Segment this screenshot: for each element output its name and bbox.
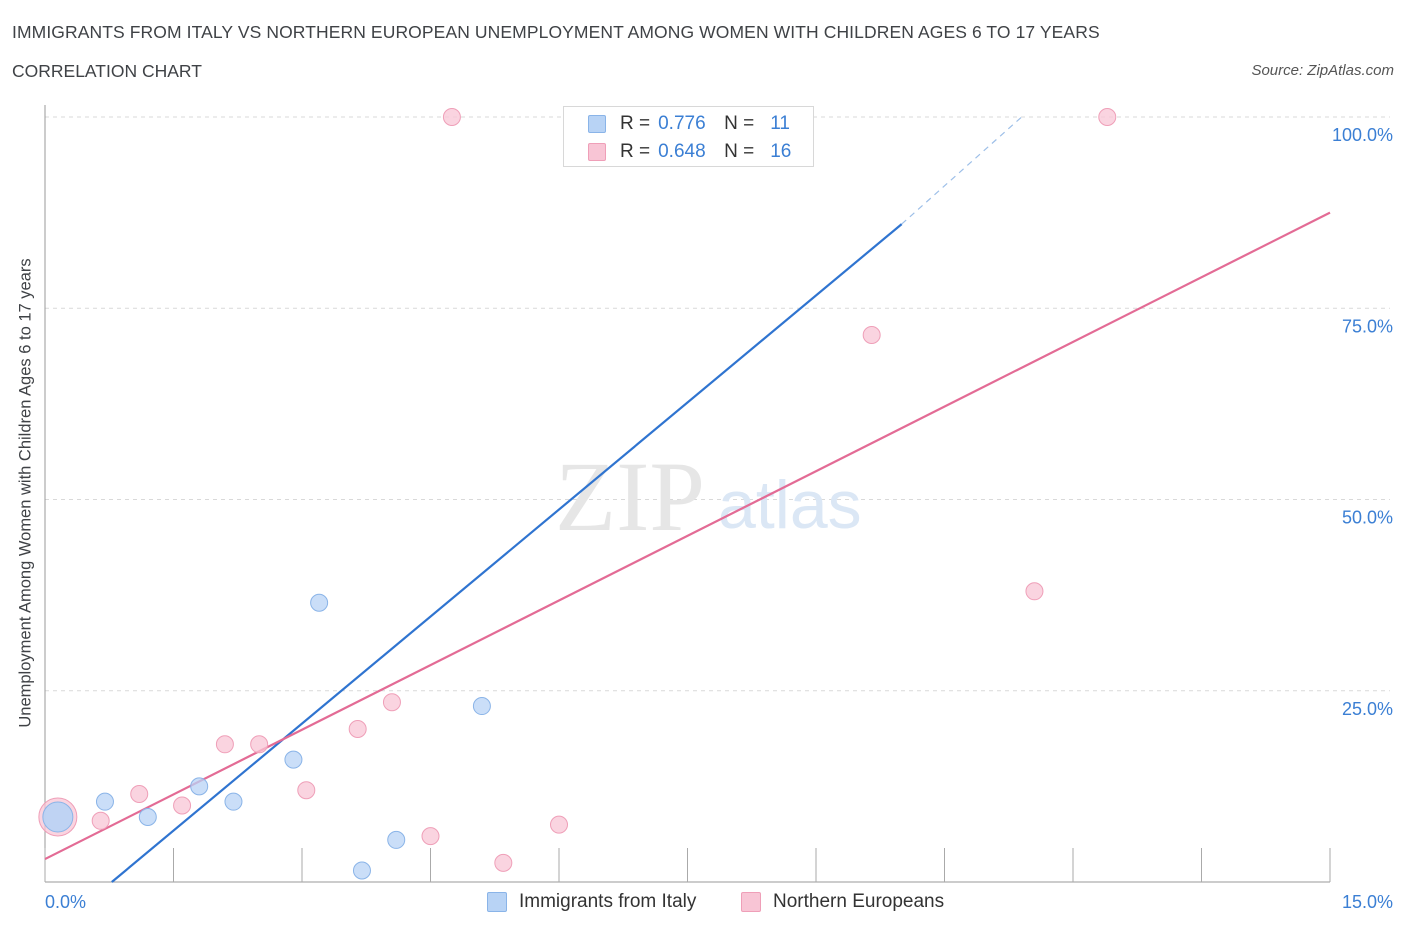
northern-point-15 xyxy=(1098,108,1117,126)
italy-point-3 xyxy=(190,777,209,796)
source-credit: Source: ZipAtlas.com xyxy=(1251,62,1394,79)
northern-point-3 xyxy=(173,796,192,815)
northern-point-12 xyxy=(550,815,568,834)
northern-point-9 xyxy=(421,827,440,846)
italy-point-5 xyxy=(284,750,303,769)
watermark: ZIP atlas xyxy=(555,441,862,552)
italy-trend-line xyxy=(111,223,903,883)
y-tick-label-100: 100.0% xyxy=(1332,125,1393,145)
northern-point-10 xyxy=(442,108,461,126)
northern-legend-swatch xyxy=(741,892,761,912)
n-label: N = xyxy=(724,141,755,162)
italy-point-7 xyxy=(352,861,371,880)
italy-point-6 xyxy=(310,593,329,612)
northern-point-5 xyxy=(250,735,269,754)
italy-point-1 xyxy=(95,792,114,811)
stats-row-northern: R = 0.648 N = 16 xyxy=(588,140,791,164)
watermark-zip: ZIP xyxy=(555,441,705,552)
x-tick-label-min: 0.0% xyxy=(45,892,86,912)
northern-legend-label: Northern Europeans xyxy=(773,891,945,912)
italy-legend-label: Immigrants from Italy xyxy=(519,891,697,912)
stats-row-italy: R = 0.776 N = 11 xyxy=(588,112,790,136)
northern-point-13 xyxy=(862,326,881,345)
italy-swatch xyxy=(588,115,606,133)
italy-point-0 xyxy=(42,801,74,833)
chart-title: IMMIGRANTS FROM ITALY VS NORTHERN EUROPE… xyxy=(12,22,1100,42)
northern-n-value: 16 xyxy=(770,141,792,162)
x-tick-label-max: 15.0% xyxy=(1342,892,1393,912)
italy-point-4 xyxy=(224,792,243,811)
italy-r-value: 0.776 xyxy=(658,113,706,134)
italy-trend-extension xyxy=(901,116,1022,225)
n-label: N = xyxy=(724,113,755,134)
legend-item-northern[interactable]: Northern Europeans xyxy=(741,889,944,915)
tick-labels: 25.0% 50.0% 75.0% 100.0% 0.0% 15.0% xyxy=(45,125,1393,912)
italy-n-value: 11 xyxy=(770,113,790,134)
italy-point-8 xyxy=(387,830,406,849)
italy-point-9 xyxy=(472,697,491,716)
northern-point-8 xyxy=(382,693,401,712)
italy-point-2 xyxy=(138,807,157,826)
y-tick-label-50: 50.0% xyxy=(1342,508,1393,528)
italy-legend-swatch xyxy=(487,892,507,912)
data-points xyxy=(38,108,1117,880)
grid-lines xyxy=(45,116,1390,692)
northern-r-value: 0.648 xyxy=(658,141,706,162)
northern-swatch xyxy=(588,143,606,161)
y-tick-label-75: 75.0% xyxy=(1342,316,1393,336)
northern-point-11 xyxy=(494,853,513,872)
axes xyxy=(44,105,1331,883)
northern-point-1 xyxy=(91,811,110,830)
y-tick-label-25: 25.0% xyxy=(1342,699,1393,719)
r-label: R = xyxy=(620,141,651,162)
chart-subtitle: CORRELATION CHART xyxy=(12,61,202,81)
legend-item-italy[interactable]: Immigrants from Italy xyxy=(487,889,696,915)
watermark-atlas: atlas xyxy=(718,467,862,543)
northern-trend-line xyxy=(44,211,1331,861)
northern-point-6 xyxy=(297,781,316,800)
stats-legend: R = 0.776 N = 11 R = 0.648 N = 16 xyxy=(563,106,814,167)
northern-point-4 xyxy=(215,735,234,754)
northern-point-7 xyxy=(348,720,367,738)
r-label: R = xyxy=(620,113,651,134)
northern-point-2 xyxy=(130,785,149,804)
northern-point-14 xyxy=(1025,582,1044,601)
y-axis-label: Unemployment Among Women with Children A… xyxy=(16,258,35,728)
